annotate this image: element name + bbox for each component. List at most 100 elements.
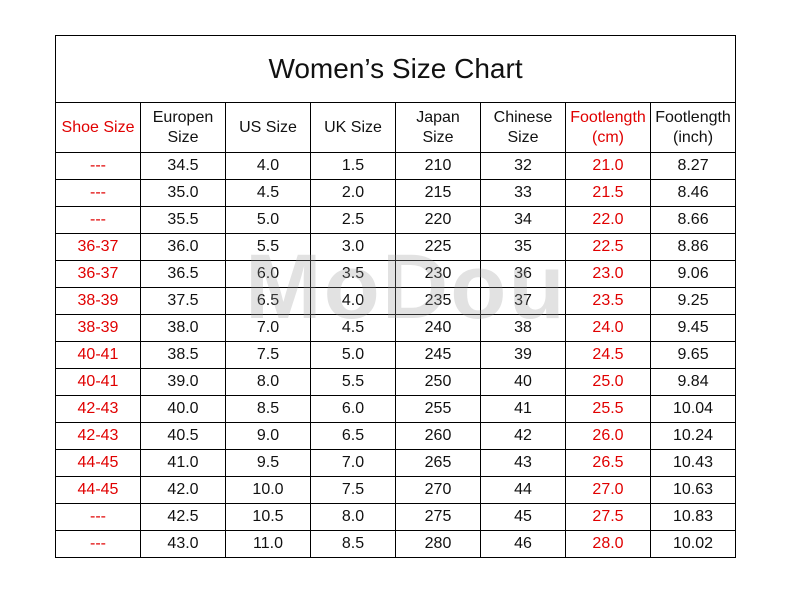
cell: 42.0 (140, 476, 226, 504)
cell: 245 (395, 341, 481, 369)
data-row: --- 42.5 10.5 8.0 275 45 27.5 10.83 (55, 503, 737, 531)
cell: 45 (480, 503, 566, 531)
cell: 9.06 (649, 260, 737, 288)
cell: 6.5 (310, 422, 396, 450)
cell: 46 (480, 530, 566, 558)
cell: 215 (395, 179, 481, 207)
cell: 9.65 (649, 341, 737, 369)
cell: 9.45 (649, 314, 737, 342)
cell: 6.5 (225, 287, 311, 315)
cell: 37 (480, 287, 566, 315)
cell: 43 (480, 449, 566, 477)
cell: 37.5 (140, 287, 226, 315)
cell: --- (55, 206, 141, 234)
cell: 1.5 (310, 152, 396, 180)
table-title: Women’s Size Chart (54, 35, 737, 103)
cell: 41 (480, 395, 566, 423)
data-row: --- 35.5 5.0 2.5 220 34 22.0 8.66 (55, 206, 737, 234)
cell: --- (55, 503, 141, 531)
cell: 8.5 (225, 395, 311, 423)
data-row: --- 34.5 4.0 1.5 210 32 21.0 8.27 (55, 152, 737, 180)
header-cell: Shoe Size (55, 102, 141, 153)
cell: 11.0 (225, 530, 311, 558)
cell: 7.5 (225, 341, 311, 369)
cell: 10.43 (649, 449, 737, 477)
data-row: 38-39 37.5 6.5 4.0 235 37 23.5 9.25 (55, 287, 737, 315)
cell: 270 (395, 476, 481, 504)
cell: 7.5 (310, 476, 396, 504)
cell: 39 (480, 341, 566, 369)
cell: 44 (480, 476, 566, 504)
cell: 225 (395, 233, 481, 261)
cell: 240 (395, 314, 481, 342)
cell: 5.0 (310, 341, 396, 369)
cell: 8.0 (225, 368, 311, 396)
cell: 22.5 (565, 233, 651, 261)
cell: 25.0 (565, 368, 651, 396)
cell: 250 (395, 368, 481, 396)
cell: 9.25 (649, 287, 737, 315)
cell: 8.27 (649, 152, 737, 180)
cell: 8.66 (649, 206, 737, 234)
cell: 4.0 (225, 152, 311, 180)
cell: 8.46 (649, 179, 737, 207)
data-row: 44-45 42.0 10.0 7.5 270 44 27.0 10.63 (55, 476, 737, 504)
cell: 21.5 (565, 179, 651, 207)
header-cell: Chinese Size (480, 102, 566, 153)
cell: 275 (395, 503, 481, 531)
data-row: --- 35.0 4.5 2.0 215 33 21.5 8.46 (55, 179, 737, 207)
cell: 36.0 (140, 233, 226, 261)
header-cell: UK Size (310, 102, 396, 153)
cell: 38-39 (55, 287, 141, 315)
header-cell: US Size (225, 102, 311, 153)
data-row: 38-39 38.0 7.0 4.5 240 38 24.0 9.45 (55, 314, 737, 342)
cell: 41.0 (140, 449, 226, 477)
cell: 10.63 (649, 476, 737, 504)
cell: 35 (480, 233, 566, 261)
header-row: Shoe Size Europen Size US Size UK Size Japan… (55, 102, 737, 153)
cell: 36-37 (55, 260, 141, 288)
cell: 26.5 (565, 449, 651, 477)
cell: 8.86 (649, 233, 737, 261)
cell: 9.0 (225, 422, 311, 450)
data-row: 36-37 36.0 5.5 3.0 225 35 22.5 8.86 (55, 233, 737, 261)
cell: 27.5 (565, 503, 651, 531)
cell: 6.0 (225, 260, 311, 288)
data-row: --- 43.0 11.0 8.5 280 46 28.0 10.02 (55, 530, 737, 558)
cell: 42 (480, 422, 566, 450)
cell: 10.0 (225, 476, 311, 504)
cell: 4.5 (310, 314, 396, 342)
cell: 6.0 (310, 395, 396, 423)
cell: 32 (480, 152, 566, 180)
cell: 38.0 (140, 314, 226, 342)
cell: 43.0 (140, 530, 226, 558)
cell: 25.5 (565, 395, 651, 423)
cell: 24.5 (565, 341, 651, 369)
cell: 44-45 (55, 476, 141, 504)
cell: 23.0 (565, 260, 651, 288)
cell: 40-41 (55, 368, 141, 396)
cell: 5.0 (225, 206, 311, 234)
cell: 26.0 (565, 422, 651, 450)
cell: 39.0 (140, 368, 226, 396)
cell: 21.0 (565, 152, 651, 180)
cell: 42-43 (55, 422, 141, 450)
cell: 260 (395, 422, 481, 450)
cell: 265 (395, 449, 481, 477)
data-row: 40-41 39.0 8.0 5.5 250 40 25.0 9.84 (55, 368, 737, 396)
cell: 10.24 (649, 422, 737, 450)
cell: 235 (395, 287, 481, 315)
cell: 4.5 (225, 179, 311, 207)
cell: 280 (395, 530, 481, 558)
cell: 8.5 (310, 530, 396, 558)
cell: 33 (480, 179, 566, 207)
cell: 220 (395, 206, 481, 234)
cell: 255 (395, 395, 481, 423)
header-cell: Japan Size (395, 102, 481, 153)
cell: 34.5 (140, 152, 226, 180)
cell: 28.0 (565, 530, 651, 558)
cell: 36 (480, 260, 566, 288)
cell: 38-39 (55, 314, 141, 342)
cell: 210 (395, 152, 481, 180)
cell: 40-41 (55, 341, 141, 369)
